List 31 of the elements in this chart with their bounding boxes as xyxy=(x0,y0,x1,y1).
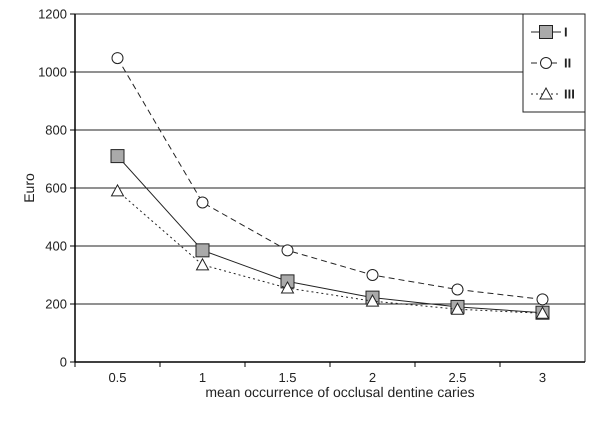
x-tick-label: 1 xyxy=(198,370,206,385)
y-tick-label: 1200 xyxy=(38,6,67,22)
y-tick-label: 200 xyxy=(45,296,67,312)
y-axis-title: Euro xyxy=(21,173,37,203)
legend-label: I xyxy=(564,24,568,40)
x-tick-label: 0.5 xyxy=(108,370,127,385)
x-tick-label: 2 xyxy=(368,370,376,385)
point xyxy=(112,52,124,64)
point xyxy=(196,243,210,258)
x-tick-label: 3 xyxy=(538,370,546,385)
y-tick-label: 0 xyxy=(60,354,67,370)
y-tick-label: 1000 xyxy=(38,64,67,80)
legend-label: III xyxy=(564,86,575,102)
x-axis-title: mean occurrence of occlusal dentine caries xyxy=(205,384,475,400)
point xyxy=(110,149,124,164)
point xyxy=(366,269,378,281)
x-tick-label: 2.5 xyxy=(448,370,467,385)
point xyxy=(452,284,464,296)
x-tick-label: 1.5 xyxy=(278,370,297,385)
point xyxy=(536,293,548,306)
y-tick-label: 800 xyxy=(45,122,67,138)
point xyxy=(281,282,294,294)
legend-label: II xyxy=(564,56,572,71)
point xyxy=(196,258,209,270)
point xyxy=(282,244,294,256)
y-tick-label: 400 xyxy=(45,238,67,254)
point xyxy=(111,184,124,196)
point xyxy=(196,196,208,208)
point xyxy=(366,294,379,307)
point xyxy=(451,302,464,315)
y-tick-label: 600 xyxy=(45,180,67,196)
